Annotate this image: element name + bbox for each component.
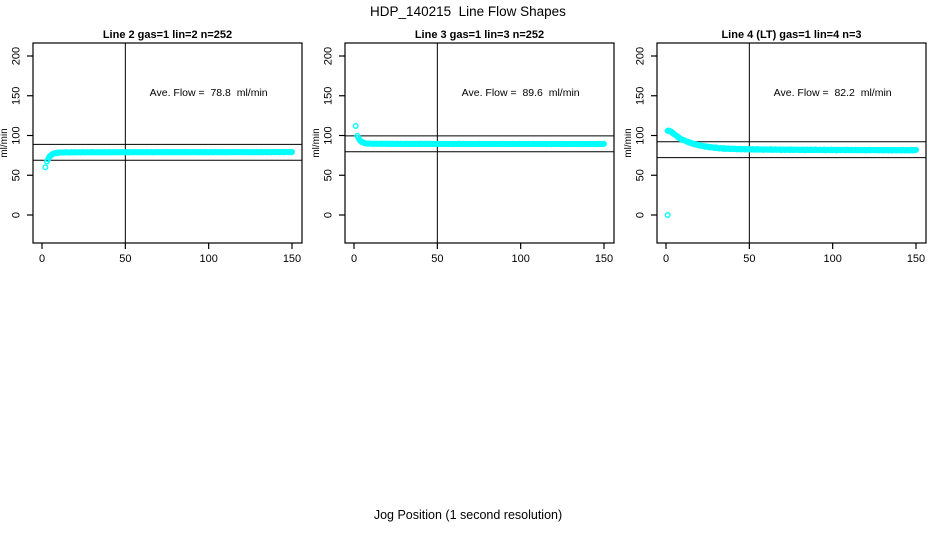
x-axis-outer-label: Jog Position (1 second resolution) bbox=[373, 508, 563, 522]
panel-3: Line 4 (LT) gas=1 lin=4 n=3 0 50 100 150 0 50 1… bbox=[624, 30, 927, 265]
plot-box bbox=[32, 42, 303, 244]
y-tick-label: 0 bbox=[323, 212, 335, 218]
data-point bbox=[601, 140, 608, 147]
ave-flow-annotation: Ave. Flow = 78.8 ml/min bbox=[150, 87, 268, 99]
y-tick-label: 150 bbox=[11, 87, 23, 105]
x-tick-label: 100 bbox=[511, 253, 529, 265]
y-axis-label: ml/min bbox=[624, 128, 634, 157]
plot-box bbox=[344, 42, 615, 244]
panel-1: Line 2 gas=1 lin=2 n=252 0 50 100 150 0 50 100 1… bbox=[0, 30, 303, 265]
figure-title: HDP_140215 Line Flow Shapes bbox=[370, 4, 566, 19]
y-tick-label: 100 bbox=[11, 126, 23, 144]
outlier-point bbox=[664, 211, 671, 218]
y-tick-label: 100 bbox=[323, 126, 335, 144]
x-tick-label: 0 bbox=[663, 253, 669, 265]
x-tick-label: 0 bbox=[351, 253, 357, 265]
y-tick-label: 0 bbox=[11, 212, 23, 218]
y-axis-label: ml/min bbox=[312, 128, 322, 157]
outlier-point bbox=[42, 164, 49, 171]
panel-title: Line 2 gas=1 lin=2 n=252 bbox=[103, 30, 232, 41]
x-tick-label: 150 bbox=[283, 253, 301, 265]
y-tick-label: 200 bbox=[11, 47, 23, 65]
x-tick-label: 0 bbox=[39, 253, 45, 265]
y-tick-label: 150 bbox=[323, 87, 335, 105]
y-tick-label: 0 bbox=[635, 212, 647, 218]
x-tick-label: 150 bbox=[595, 253, 613, 265]
ave-flow-annotation: Ave. Flow = 89.6 ml/min bbox=[462, 87, 580, 99]
data-point bbox=[913, 146, 920, 153]
plot-box bbox=[656, 42, 927, 244]
x-tick-label: 50 bbox=[119, 253, 131, 265]
y-tick-label: 200 bbox=[635, 47, 647, 65]
outlier-point bbox=[352, 122, 359, 129]
ave-flow-annotation: Ave. Flow = 82.2 ml/min bbox=[774, 87, 892, 99]
x-tick-label: 100 bbox=[199, 253, 217, 265]
panel-title: Line 4 (LT) gas=1 lin=4 n=3 bbox=[721, 30, 861, 41]
y-tick-label: 50 bbox=[323, 169, 335, 181]
y-tick-label: 200 bbox=[323, 47, 335, 65]
x-tick-label: 50 bbox=[743, 253, 755, 265]
y-tick-label: 150 bbox=[635, 87, 647, 105]
y-tick-label: 50 bbox=[11, 169, 23, 181]
panel-title: Line 3 gas=1 lin=3 n=252 bbox=[415, 30, 544, 41]
data-point bbox=[289, 148, 296, 155]
plot-panels: Line 2 gas=1 lin=2 n=252 0 50 100 150 0 50 100 1… bbox=[0, 30, 936, 280]
x-tick-label: 100 bbox=[823, 253, 841, 265]
y-axis-label: ml/min bbox=[0, 128, 10, 157]
y-tick-label: 100 bbox=[635, 126, 647, 144]
x-tick-label: 50 bbox=[431, 253, 443, 265]
panel-2: Line 3 gas=1 lin=3 n=252 0 50 100 150 0 50 100 1… bbox=[312, 30, 615, 265]
x-tick-label: 150 bbox=[907, 253, 925, 265]
y-tick-label: 50 bbox=[635, 169, 647, 181]
